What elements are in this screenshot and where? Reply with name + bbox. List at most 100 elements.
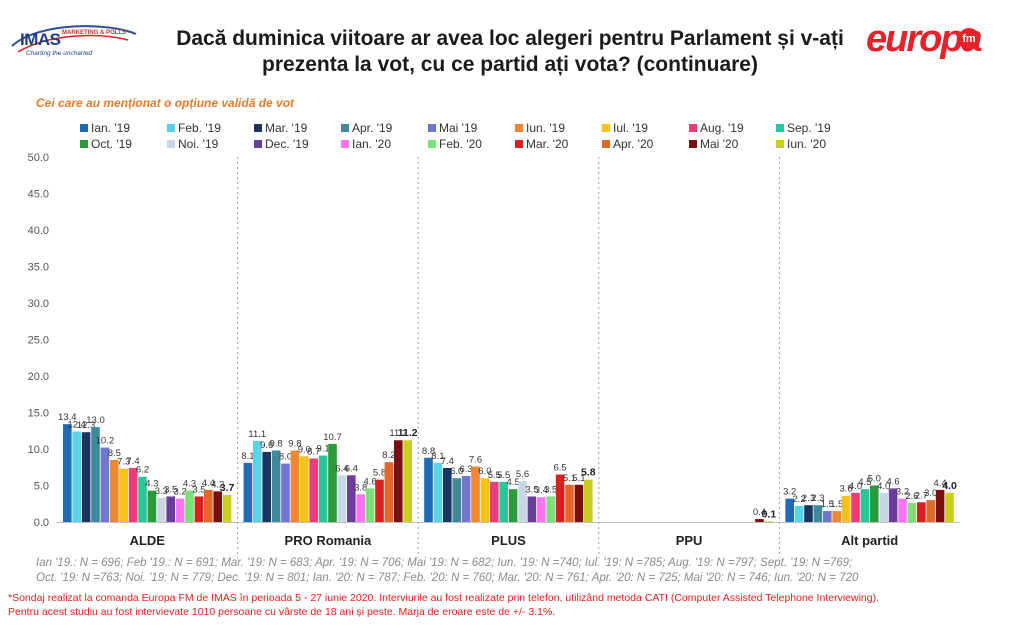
legend-label: Apr. '20 [613,137,654,151]
data-label: 3.4 [535,485,548,496]
legend-item: Feb. '20 [428,137,482,151]
data-label: 6.4 [345,463,358,474]
data-label: 4.6 [363,476,376,487]
bar [222,494,232,522]
data-label: 4.5 [858,477,871,488]
imas-logo [8,20,140,68]
data-label: 13.0 [86,415,105,426]
data-label: 8.5 [108,448,121,459]
bar [764,521,774,522]
sample-notes-line-2: Oct. '19: N =763; Noi. '19: N = 779; Dec… [36,572,859,584]
y-tick-label: 20.0 [28,371,49,383]
data-label: 8.1 [241,451,254,462]
bar [499,481,508,522]
bar [508,489,518,522]
legend-item: Iun. '19 [515,121,565,135]
legend-label: Mar. '20 [526,137,569,151]
bar [138,476,147,522]
bar [443,467,452,522]
legend-swatch [254,140,262,148]
bar [100,447,110,522]
legend-label: Aug. '19 [700,121,744,135]
legend-label: Feb. '20 [439,137,482,151]
bar [166,496,175,522]
data-label: 4.0 [942,480,957,492]
data-label: 13.4 [58,412,77,423]
bar [290,450,300,522]
bar [794,505,804,522]
legend-label: Apr. '19 [352,121,393,135]
bar [565,484,574,522]
bar [546,496,555,522]
legend-label: Noi. '19 [178,137,219,151]
data-label: 3.5 [164,484,177,495]
bar [194,496,204,522]
data-label: 4.0 [877,481,890,492]
bar [91,427,100,522]
bar [281,463,290,522]
bar [328,443,337,522]
bar [945,492,954,522]
legend-label: Oct. '19 [91,137,132,151]
data-label: 2.2 [792,494,805,505]
data-label: 2.6 [905,491,918,502]
imas-tagline: Charting the uncharted [26,50,93,57]
legend-swatch [776,124,784,132]
y-tick-label: 5.0 [34,481,49,493]
bar [309,458,318,522]
legend-item: Mar. '20 [515,137,568,151]
data-label: 7.6 [469,455,482,466]
bar [213,491,222,522]
legend-label: Ian. '20 [352,137,391,151]
category-label: Alt partid [841,533,898,548]
bar [860,489,870,522]
data-label: 0.1 [762,508,777,520]
data-label: 3.5 [525,484,538,495]
bar [365,488,375,522]
legend-swatch [80,124,88,132]
data-label: 4.4 [933,478,946,489]
data-label: 10.2 [96,436,115,447]
legend-swatch [80,140,88,148]
bar [926,500,935,522]
data-label: 12.4 [67,419,86,430]
legend-item: Aug. '19 [689,121,744,135]
bar [157,497,166,522]
legend-label: Ian. '19 [91,121,130,135]
data-label: 4.5 [506,477,519,488]
data-label: 5.1 [572,473,585,484]
bar [271,450,281,522]
bar [785,498,794,522]
bar [147,490,157,522]
bar [337,475,347,522]
legend-label: Iun. '19 [526,121,565,135]
legend-item: Mai '20 [689,137,738,151]
data-label: 2.3 [802,493,815,504]
data-label: 9.6 [260,440,273,451]
bar [433,462,443,522]
data-label: 11.2 [389,428,407,439]
bar [851,492,860,522]
legend-swatch [776,140,784,148]
data-label: 4.3 [145,479,158,490]
data-label: 3.3 [155,486,168,497]
chart-title: Dacă duminica viitoare ar avea loc alege… [176,27,844,76]
bar [253,440,262,522]
bar [384,462,394,522]
bar [403,440,412,522]
data-label: 4.6 [886,476,899,487]
data-label: 6.5 [553,463,566,474]
bar [879,492,888,522]
legend-swatch [341,140,349,148]
chart-subtitle: Cei care au menționat o opțiune validă d… [36,96,295,110]
bar [81,432,91,522]
data-label: 6.3 [459,464,472,475]
data-label: 2.3 [811,493,824,504]
data-label: 5.5 [497,470,510,481]
legend-swatch [167,140,175,148]
category-label: PPU [676,533,703,548]
footnote-line-2: Pentru acest studiu au fost intervievate… [8,606,556,618]
legend-swatch [428,124,436,132]
data-label: 7.4 [126,456,139,467]
bar [185,490,194,522]
